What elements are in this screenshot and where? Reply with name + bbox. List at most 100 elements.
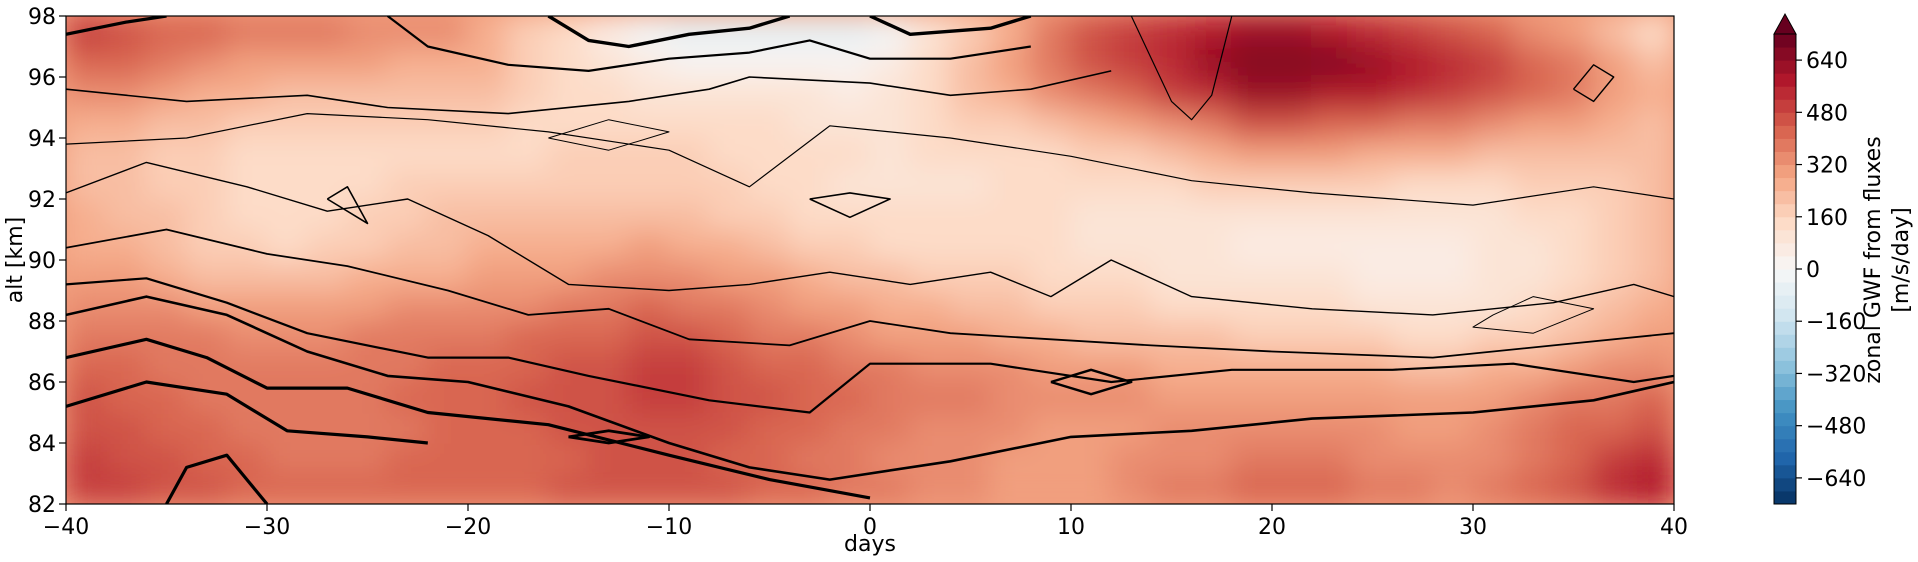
heat-cell [1351, 442, 1394, 475]
heat-cell [1592, 320, 1635, 353]
heat-cell [627, 472, 670, 504]
heat-cell [185, 45, 228, 78]
x-tick-label: −30 [244, 515, 290, 540]
heat-cell [748, 350, 791, 383]
heat-cell [225, 259, 268, 292]
heat-cell [1311, 381, 1354, 414]
heat-cell [668, 167, 711, 200]
heat-cell [1029, 259, 1072, 292]
heat-cell [1311, 76, 1354, 109]
heat-cell [869, 381, 912, 414]
heat-cell [1150, 16, 1193, 48]
contour-line [386, 16, 1031, 72]
heat-cell [869, 259, 912, 292]
heat-cell [1311, 16, 1354, 48]
heat-cell [1512, 167, 1555, 200]
heat-cell [949, 411, 992, 444]
heat-cell [1391, 45, 1434, 78]
heat-cell [185, 16, 228, 48]
colorbar-swatch [1774, 190, 1796, 205]
heat-cell [1351, 381, 1394, 414]
heat-cell [66, 45, 108, 78]
heat-cell [1271, 228, 1314, 261]
heat-cell [1632, 228, 1674, 261]
heat-cell [1431, 45, 1474, 78]
heat-cell [1150, 289, 1193, 322]
heat-cell [1029, 198, 1072, 231]
heat-cell [748, 228, 791, 261]
heat-cell [1632, 442, 1674, 475]
heat-cell [949, 320, 992, 353]
colorbar: −640 −480 −320 −160 0 160 320 480 640 [1773, 12, 1866, 505]
heat-cell [1230, 442, 1273, 475]
heat-cell [105, 259, 148, 292]
heat-cell [1150, 472, 1193, 504]
heat-cell [1552, 16, 1595, 48]
colorbar-tick-label: 0 [1806, 258, 1820, 283]
heat-cell [748, 320, 791, 353]
heat-cell [1271, 16, 1314, 48]
heat-cell [1029, 167, 1072, 200]
heat-cell [1552, 137, 1595, 170]
heat-cell [869, 45, 912, 78]
heat-cell [989, 106, 1032, 139]
heat-cell [105, 381, 148, 414]
heat-cell [1431, 442, 1474, 475]
heat-cell [1230, 45, 1273, 78]
heat-cell [788, 411, 831, 444]
heat-cell [185, 167, 228, 200]
heat-cell [1271, 320, 1314, 353]
colorbar-swatch [1774, 451, 1796, 466]
heat-cell [266, 106, 309, 139]
heat-cell [869, 76, 912, 109]
colorbar-swatch [1774, 295, 1796, 309]
heat-cell [748, 45, 791, 78]
heat-cell [1029, 320, 1072, 353]
heat-cell [1592, 289, 1635, 322]
heat-cell [627, 137, 670, 170]
heat-cell [708, 137, 751, 170]
heat-cell [1110, 228, 1153, 261]
heat-cell [1311, 442, 1354, 475]
heat-cell [1150, 259, 1193, 292]
heat-cell [547, 198, 590, 231]
heat-cell [306, 411, 349, 444]
heat-cell [105, 411, 148, 444]
heat-cell [185, 198, 228, 231]
colorbar-swatch [1774, 334, 1796, 348]
heat-cell [185, 350, 228, 383]
heat-cell [547, 350, 590, 383]
colorbar-swatch [1774, 164, 1796, 179]
heat-cell [587, 137, 630, 170]
heat-cell [1632, 16, 1674, 48]
heat-cell [989, 472, 1032, 504]
heat-cell [1391, 137, 1434, 170]
heat-cell [105, 45, 148, 78]
colorbar-swatch [1774, 99, 1796, 113]
colorbar-swatch [1774, 425, 1796, 440]
heat-cell [1632, 76, 1674, 109]
y-tick-label: 98 [28, 5, 56, 30]
heat-cell [1472, 167, 1515, 200]
heat-cell [467, 472, 510, 504]
heat-cell [1391, 76, 1434, 109]
heat-cell [1150, 442, 1193, 475]
heat-cell [1029, 442, 1072, 475]
heat-cell [105, 350, 148, 383]
heat-cell [989, 381, 1032, 414]
heat-cell [1472, 106, 1515, 139]
heat-cell [426, 472, 469, 504]
heat-cell [587, 320, 630, 353]
heat-cell [1592, 137, 1635, 170]
heat-cell [627, 76, 670, 109]
heat-cell [1391, 381, 1434, 414]
colorbar-swatch [1774, 321, 1796, 335]
y-tick-label: 82 [28, 493, 56, 518]
heat-cell [426, 167, 469, 200]
heat-cell [1029, 106, 1072, 139]
heat-cell [507, 259, 550, 292]
heat-cell [266, 45, 309, 78]
heat-cell [386, 106, 429, 139]
heat-cell [708, 320, 751, 353]
heat-cell [1271, 442, 1314, 475]
